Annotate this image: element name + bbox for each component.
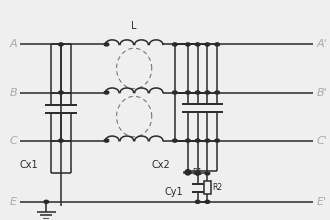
Text: L: L (131, 21, 137, 31)
Circle shape (195, 43, 200, 46)
Circle shape (205, 139, 210, 142)
Circle shape (195, 172, 200, 175)
Circle shape (59, 139, 63, 142)
Text: B: B (9, 88, 17, 97)
Circle shape (104, 43, 109, 46)
Text: Cx1: Cx1 (19, 160, 38, 170)
Circle shape (185, 43, 190, 46)
Circle shape (173, 139, 177, 142)
Circle shape (205, 91, 210, 94)
Text: Cx2: Cx2 (151, 160, 170, 170)
Text: E: E (10, 197, 17, 207)
Circle shape (185, 91, 190, 94)
Text: C': C' (316, 136, 327, 146)
Circle shape (173, 43, 177, 46)
Circle shape (205, 43, 210, 46)
Circle shape (205, 172, 210, 175)
Text: A: A (9, 39, 17, 50)
Bar (184, 172, 191, 173)
Circle shape (185, 172, 190, 175)
Circle shape (59, 43, 63, 46)
Circle shape (195, 91, 200, 94)
Circle shape (205, 200, 210, 203)
Circle shape (215, 43, 219, 46)
Text: R1: R1 (192, 168, 203, 177)
Circle shape (59, 91, 63, 94)
Circle shape (195, 172, 200, 175)
Circle shape (44, 200, 49, 203)
Text: Cy1: Cy1 (164, 187, 183, 197)
Text: A': A' (316, 39, 327, 50)
Text: E': E' (316, 197, 326, 207)
Circle shape (104, 139, 109, 142)
Circle shape (215, 139, 219, 142)
Circle shape (173, 91, 177, 94)
Text: C: C (9, 136, 17, 146)
Bar (204, 181, 211, 194)
Circle shape (185, 139, 190, 142)
Text: R2: R2 (212, 183, 222, 192)
Circle shape (215, 91, 219, 94)
Circle shape (104, 91, 109, 94)
Circle shape (195, 139, 200, 142)
Circle shape (185, 170, 190, 173)
Text: B': B' (316, 88, 327, 97)
Circle shape (195, 200, 200, 203)
